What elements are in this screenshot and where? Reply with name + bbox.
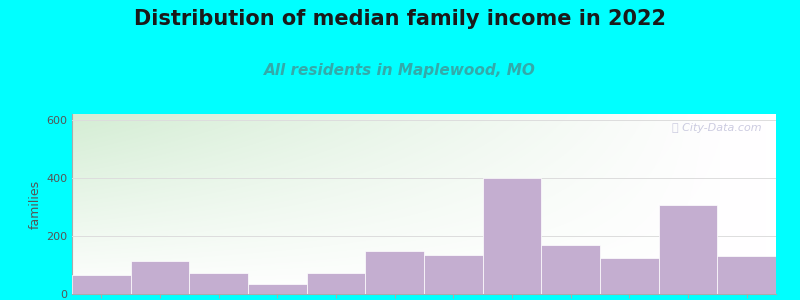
Y-axis label: families: families xyxy=(29,179,42,229)
Text: All residents in Maplewood, MO: All residents in Maplewood, MO xyxy=(264,63,536,78)
Bar xyxy=(306,273,366,294)
Bar xyxy=(248,284,306,294)
Bar xyxy=(72,275,130,294)
Text: ⓘ City-Data.com: ⓘ City-Data.com xyxy=(672,123,762,133)
Bar xyxy=(658,206,718,294)
Bar xyxy=(600,258,658,294)
Text: Distribution of median family income in 2022: Distribution of median family income in … xyxy=(134,9,666,29)
Bar xyxy=(482,178,542,294)
Bar xyxy=(718,256,776,294)
Bar xyxy=(424,255,482,294)
Bar xyxy=(366,251,424,294)
Bar xyxy=(542,244,600,294)
Bar xyxy=(190,273,248,294)
Bar xyxy=(130,261,190,294)
